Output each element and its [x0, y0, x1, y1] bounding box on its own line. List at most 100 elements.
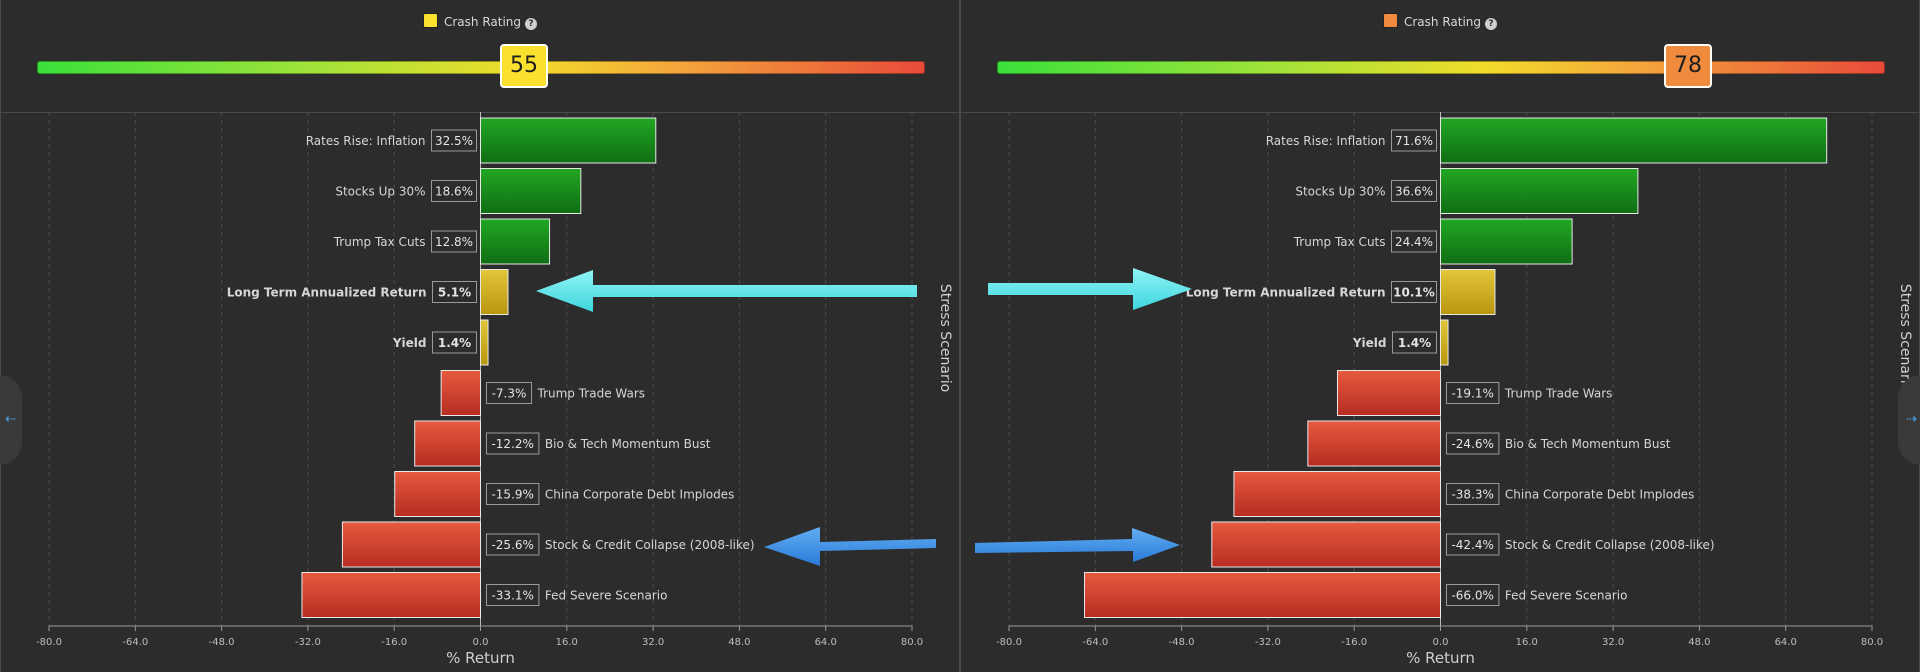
stress-scenario-chart: -80.0 -64.0 -48.0 -32.0 -16.0 0.0 16.0 32.0 48.0… [36, 112, 953, 667]
data-label-box [1446, 584, 1500, 606]
bar[interactable] [1440, 319, 1449, 366]
crash-rating-value-badge[interactable]: 78 [1664, 44, 1712, 88]
data-label: -19.1% [1451, 387, 1493, 401]
data-label-box [432, 331, 477, 354]
category-label: Bio & Tech Momentum Bust [545, 437, 711, 451]
help-icon[interactable]: ? [1485, 18, 1498, 30]
help-icon[interactable]: ? [525, 18, 538, 30]
data-label-box [486, 432, 540, 455]
x-tick-label: -80.0 [36, 637, 62, 648]
x-tick-label: 0.0 [1433, 637, 1449, 648]
x-axis-title: % Return [446, 649, 515, 667]
bar[interactable] [1440, 168, 1639, 214]
bar[interactable] [1440, 117, 1828, 164]
category-label: Stocks Up 30% [335, 185, 425, 199]
bar[interactable] [1440, 218, 1573, 265]
data-label: 32.5% [435, 134, 473, 148]
bar[interactable] [1440, 269, 1496, 315]
data-label: -25.6% [491, 538, 533, 552]
bar[interactable] [480, 117, 657, 164]
data-label-box [431, 230, 477, 253]
crash-rating-header: Crash Rating? 55 [1, 0, 959, 113]
y-axis-title: Stress Scenario [1897, 284, 1913, 392]
x-tick-label: 48.0 [728, 637, 750, 648]
bar[interactable] [480, 319, 489, 366]
x-tick-label: -32.0 [1255, 637, 1281, 648]
crash-rating-text: Crash Rating [1403, 15, 1482, 29]
data-label: -24.6% [1451, 437, 1493, 451]
arrow-right-icon[interactable]: ⇢ [1898, 375, 1920, 465]
category-label: Trump Trade Wars [1504, 387, 1613, 401]
category-label: Stock & Credit Collapse (2008-like) [1505, 538, 1715, 552]
bar[interactable] [1084, 572, 1441, 618]
data-label: -42.4% [1451, 538, 1493, 552]
category-label: Yield [392, 336, 427, 350]
data-label-box [1446, 382, 1500, 404]
category-label: Trump Tax Cuts [1293, 235, 1386, 249]
data-label-box [486, 382, 532, 404]
bar[interactable] [1211, 521, 1441, 568]
bar[interactable] [1233, 471, 1441, 517]
data-label-box [1391, 281, 1437, 303]
data-label: 1.4% [1398, 336, 1431, 350]
category-label: Stocks Up 30% [1295, 185, 1385, 199]
bar[interactable] [1336, 370, 1441, 416]
x-tick-label: 64.0 [1775, 637, 1797, 648]
bar[interactable] [301, 572, 482, 618]
crash-rating-swatch [422, 13, 438, 28]
x-tick-label: 48.0 [1688, 637, 1710, 648]
data-label: 1.4% [438, 336, 471, 350]
crash-rating-value-badge[interactable]: 55 [500, 44, 548, 88]
data-label: 12.8% [435, 235, 473, 249]
crash-rating-swatch [1382, 13, 1398, 28]
x-tick-label: -80.0 [996, 637, 1022, 648]
x-tick-label: -48.0 [1169, 637, 1195, 648]
category-label: Rates Rise: Inflation [1266, 134, 1386, 148]
x-tick-label: 80.0 [901, 637, 923, 648]
x-axis-title: % Return [1406, 649, 1475, 667]
data-label-box [431, 129, 477, 152]
data-label-box [1446, 432, 1500, 455]
category-label: China Corporate Debt Implodes [1505, 488, 1694, 502]
bar[interactable] [480, 269, 509, 315]
category-label: Trump Trade Wars [537, 387, 646, 401]
arrow-left-icon[interactable]: ⇠ [0, 375, 22, 465]
data-label: -66.0% [1451, 589, 1493, 603]
data-label-box [1391, 230, 1437, 253]
category-label: Long Term Annualized Return [1186, 286, 1386, 300]
data-label: 36.6% [1395, 185, 1433, 199]
right-chart-panel: Crash Rating? 78 -80.0 -64.0 -48.0 -32.0 -16… [960, 0, 1920, 672]
data-label: -15.9% [491, 488, 533, 502]
x-tick-label: -32.0 [295, 637, 321, 648]
crash-rating-gradient-bar [37, 61, 925, 74]
bar[interactable] [480, 218, 551, 265]
category-label: Long Term Annualized Return [227, 286, 427, 300]
x-tick-label: 32.0 [1602, 637, 1624, 648]
data-label: -33.1% [491, 589, 533, 603]
category-label: China Corporate Debt Implodes [545, 488, 734, 502]
data-label: 5.1% [438, 286, 471, 300]
data-label-box [431, 180, 477, 202]
bar[interactable] [341, 521, 482, 568]
crash-rating-text: Crash Rating [443, 15, 522, 29]
bar[interactable] [394, 471, 482, 517]
data-label-box [1446, 533, 1500, 556]
stress-scenario-chart: -80.0 -64.0 -48.0 -32.0 -16.0 0.0 16.0 32.0 48.0… [996, 112, 1913, 667]
bar[interactable] [1307, 420, 1441, 467]
category-label: Trump Tax Cuts [333, 235, 426, 249]
x-tick-label: -16.0 [381, 637, 407, 648]
bar[interactable] [480, 168, 582, 214]
data-label-box [1392, 331, 1437, 354]
data-label-box [486, 483, 540, 505]
bar[interactable] [414, 420, 482, 467]
x-tick-label: -16.0 [1341, 637, 1367, 648]
data-label-box [432, 281, 477, 303]
data-label-box [1391, 180, 1437, 202]
bar[interactable] [440, 370, 481, 416]
x-tick-label: -48.0 [209, 637, 235, 648]
data-label-box [1446, 483, 1500, 505]
x-tick-label: 16.0 [1516, 637, 1538, 648]
left-chart-panel: Crash Rating? 55 -80.0 -64.0 -48.0 -32.0 -16… [0, 0, 960, 672]
category-label: Rates Rise: Inflation [306, 134, 426, 148]
category-label: Stock & Credit Collapse (2008-like) [545, 538, 755, 552]
